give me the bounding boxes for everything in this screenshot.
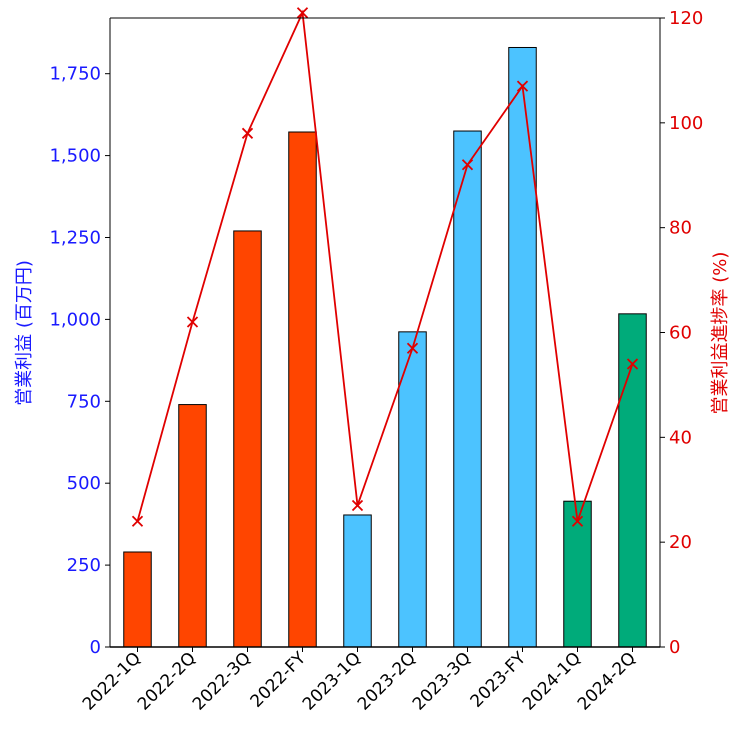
marker-stroke (131, 515, 144, 527)
bars-group (123, 46, 647, 648)
bar-2024-2Q (618, 313, 647, 648)
x-tick-label: 2024-1Q (519, 648, 585, 714)
marker-stroke (351, 499, 364, 512)
progress-point-2024-1Q (571, 515, 584, 527)
x-tick-label: 2022-1Q (79, 648, 145, 714)
progress-point-2023-FY (516, 80, 529, 92)
bar-2023-2Q (398, 331, 427, 648)
left-tick-label: 1,750 (49, 64, 101, 85)
right-tick-label: 100 (669, 113, 703, 134)
marker-stroke (241, 127, 254, 139)
right-tick-label: 20 (669, 532, 692, 553)
progress-line-group (131, 7, 639, 527)
marker-stroke (461, 159, 474, 171)
right-tick-label: 120 (669, 8, 703, 29)
x-tick-label: 2024-2Q (574, 648, 640, 714)
bar-2022-2Q (178, 404, 207, 648)
x-tick-label: 2023-1Q (299, 648, 365, 714)
bar-2024-1Q (563, 500, 592, 648)
bar-2023-3Q (453, 130, 482, 648)
marker-stroke (406, 342, 419, 354)
marker-stroke (571, 515, 584, 527)
bar-2022-3Q (233, 230, 262, 648)
progress-point-2022-3Q (241, 127, 254, 139)
progress-point-2024-2Q (626, 358, 639, 370)
progress-point-2023-3Q (461, 159, 474, 171)
right-tick-label: 80 (669, 218, 692, 239)
progress-point-2022-2Q (186, 316, 199, 328)
marker-stroke (186, 316, 199, 328)
progress-point-2022-1Q (131, 515, 144, 527)
marker-stroke (516, 80, 529, 92)
right-axis-title: 営業利益進捗率 (%) (710, 252, 731, 415)
left-tick-label: 0 (90, 637, 101, 658)
x-tick-label: 2022-2Q (134, 648, 200, 714)
progress-line (136, 9, 634, 522)
x-tick-label: 2022-3Q (189, 648, 255, 714)
progress-point-2023-2Q (406, 342, 419, 354)
bar-2023-1Q (343, 514, 372, 648)
marker-stroke (626, 358, 639, 370)
left-tick-label: 750 (67, 391, 101, 412)
marker-stroke (296, 7, 309, 19)
progress-point-2023-1Q (351, 499, 364, 512)
bar-2023-FY (508, 46, 537, 648)
left-tick-label: 1,250 (49, 227, 101, 248)
right-tick-label: 40 (669, 427, 692, 448)
x-tick-label: 2023-3Q (409, 648, 475, 714)
x-tick-label: 2023-2Q (354, 648, 420, 714)
bar-2022-1Q (123, 551, 152, 648)
progress-point-2022-FY (296, 7, 309, 19)
left-axis-title: 営業利益 (百万円) (14, 260, 35, 406)
left-tick-label: 1,000 (49, 309, 101, 330)
bar-2022-FY (288, 131, 317, 648)
right-tick-label: 0 (669, 637, 680, 658)
right-tick-label: 60 (669, 323, 692, 344)
left-tick-label: 250 (67, 555, 101, 576)
left-tick-label: 1,500 (49, 146, 101, 167)
left-tick-label: 500 (67, 473, 101, 494)
